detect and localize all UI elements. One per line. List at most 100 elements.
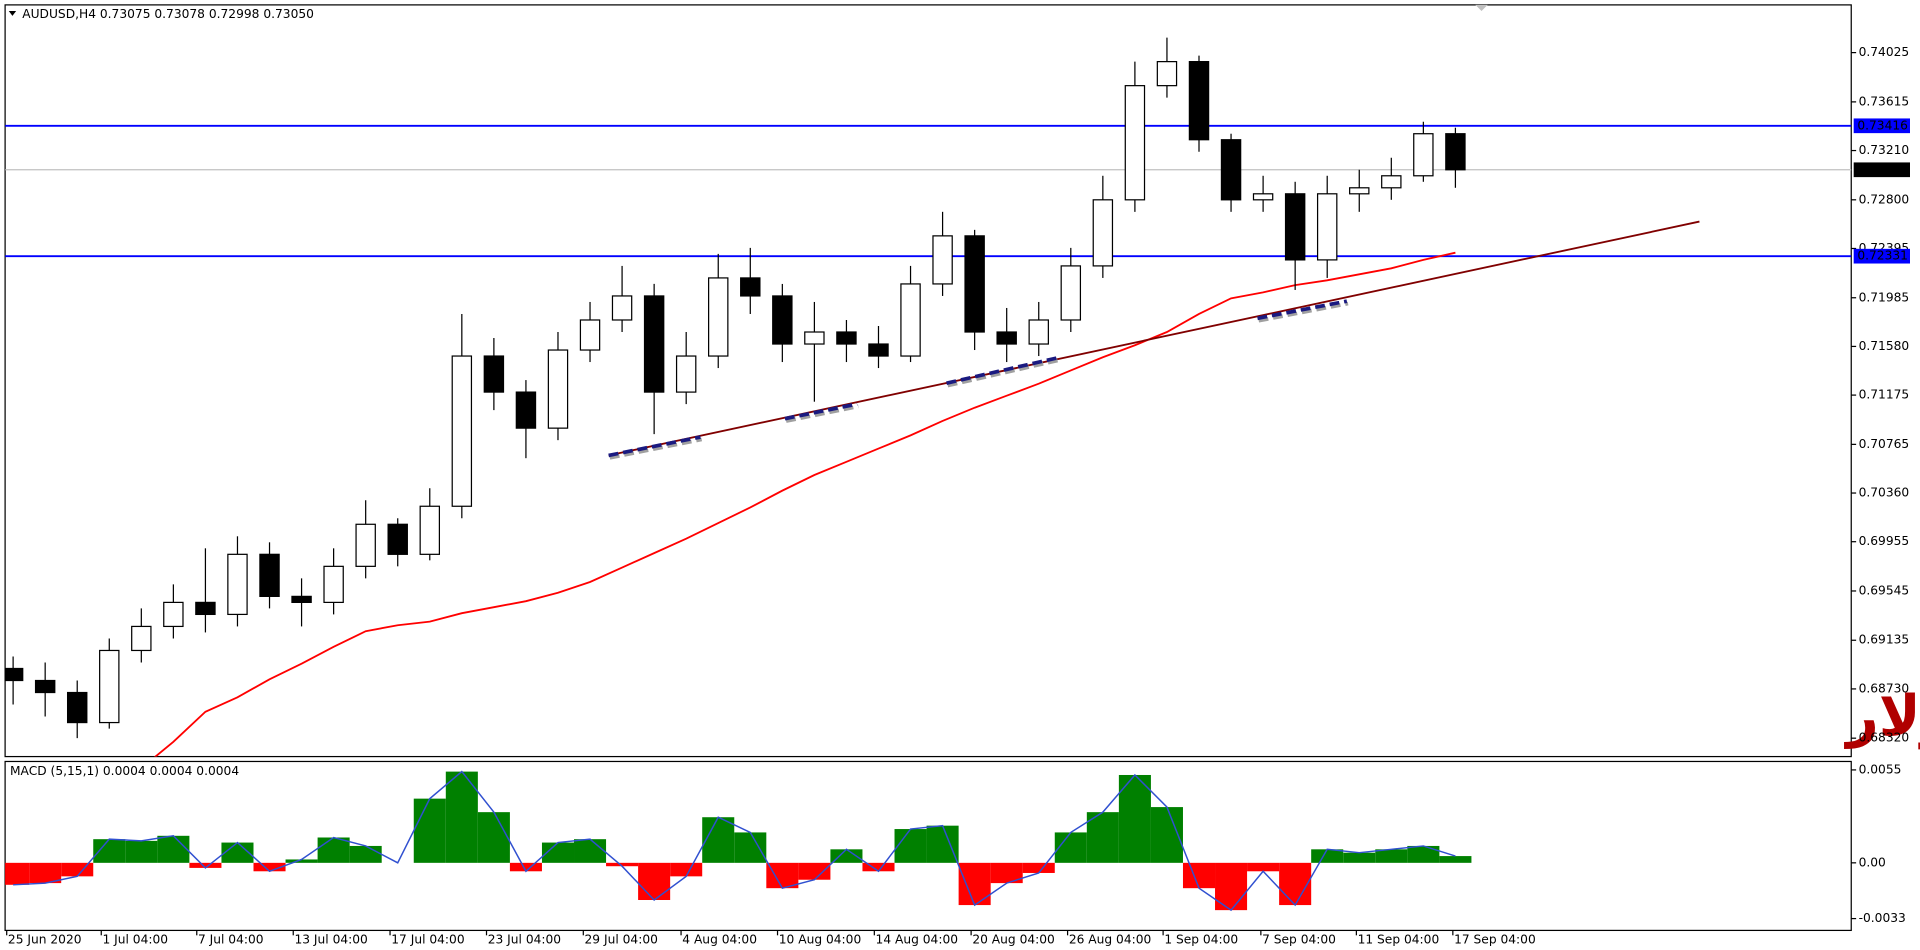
x-tick-label: 29 Jul 04:00 — [585, 933, 658, 947]
candle-body — [996, 331, 1017, 345]
macd-bar — [157, 835, 190, 863]
macd-title: MACD (5,15,1) 0.0004 0.0004 0.0004 — [10, 764, 239, 778]
macd-bar — [894, 829, 927, 863]
macd-bar — [349, 845, 382, 863]
main-panel — [4, 4, 1852, 758]
candle-body — [1381, 175, 1402, 189]
level-box — [1853, 248, 1910, 264]
candle-body — [99, 649, 120, 724]
candle-body — [708, 277, 729, 357]
y-tick-label: 0.69545 — [1859, 583, 1910, 597]
macd-bar — [1375, 849, 1408, 863]
y-tick-label: 0.68730 — [1859, 681, 1910, 695]
x-tick-label: 20 Aug 04:00 — [972, 933, 1055, 947]
candle-body — [291, 595, 312, 604]
support-dashes — [608, 299, 1348, 458]
x-tick-label: 7 Sep 04:00 — [1262, 933, 1336, 947]
y-tick-label: 0.69955 — [1859, 534, 1910, 548]
macd-bar — [1439, 856, 1472, 863]
y-tick-label: 0.72800 — [1859, 192, 1910, 206]
candle-body — [900, 283, 921, 357]
x-tick-label: 13 Jul 04:00 — [294, 933, 367, 947]
macd-bar — [702, 817, 735, 863]
candle-body — [66, 691, 88, 724]
macd-bar — [862, 862, 895, 872]
candle-body — [483, 355, 505, 393]
macd-bar — [285, 859, 318, 863]
candle-body — [643, 295, 665, 393]
macd-bar — [1022, 862, 1055, 873]
candle-body — [355, 523, 376, 567]
candle-body — [515, 391, 537, 429]
macd-bar — [477, 812, 510, 863]
macd-y-tick-label: 0.00 — [1859, 855, 1886, 869]
macd-bar — [253, 862, 286, 872]
x-tick-label: 26 Aug 04:00 — [1069, 933, 1151, 947]
annotations — [608, 220, 1700, 460]
macd-bar — [1311, 849, 1344, 863]
macd-bar — [1118, 774, 1151, 863]
macd-bar — [1086, 812, 1119, 863]
y-tick-label: 0.70360 — [1859, 486, 1910, 500]
macd-bar — [541, 842, 575, 863]
macd-bar — [445, 771, 478, 863]
level-label: 0.73416 — [1857, 118, 1908, 132]
candle-body — [1316, 193, 1338, 261]
macd-bar — [509, 862, 542, 872]
x-tick-label: 14 Aug 04:00 — [876, 933, 959, 947]
candle-body — [1156, 61, 1178, 87]
macd-bar — [317, 837, 350, 863]
macd-plot — [5, 770, 1472, 912]
candle-body — [1028, 319, 1049, 345]
macd-y-tick-label: -0.0033 — [1859, 911, 1906, 925]
macd-signal — [13, 770, 1456, 912]
level-label: 0.72331 — [1857, 249, 1908, 263]
menu-arrow[interactable] — [8, 11, 17, 16]
candle-body — [259, 553, 280, 597]
candle-body — [868, 343, 889, 357]
y-tick-label: 0.73210 — [1859, 143, 1910, 157]
candle-body — [195, 601, 216, 616]
macd-bar — [1407, 845, 1440, 863]
candle-body — [131, 625, 152, 652]
candle-body — [419, 505, 441, 555]
macd-bar — [61, 862, 94, 877]
candle-body — [772, 295, 793, 345]
candle-body — [547, 349, 569, 429]
candle-body — [1220, 139, 1242, 201]
y-tick-label: 0.69135 — [1859, 633, 1910, 647]
candle-body — [1349, 187, 1370, 195]
candle-body — [675, 355, 697, 393]
candle-body — [740, 277, 761, 297]
candle-body — [1413, 133, 1434, 177]
candle-body — [163, 601, 184, 628]
macd-bar — [5, 862, 30, 885]
support-shadow — [609, 301, 1349, 460]
macd-bar — [926, 825, 959, 863]
x-tick-label: 10 Aug 04:00 — [779, 933, 862, 947]
x-tick-label: 1 Jul 04:00 — [102, 933, 168, 947]
candle-body — [1092, 199, 1114, 267]
macd-bar — [1247, 862, 1280, 872]
candle-body — [34, 679, 56, 694]
y-tick-label: 0.71580 — [1859, 339, 1910, 353]
x-tick-label: 25 Jun 2020 — [8, 933, 82, 947]
macd-bar — [1343, 852, 1376, 863]
macd-bar — [638, 862, 671, 901]
x-tick-label: 7 Jul 04:00 — [198, 933, 264, 947]
candle-body — [611, 295, 633, 321]
last-price-label: 0.73050 — [1857, 162, 1908, 176]
candle-body — [964, 235, 985, 333]
x-tick-label: 17 Jul 04:00 — [391, 933, 464, 947]
candle-body — [1445, 133, 1466, 171]
macd-bar — [574, 839, 607, 863]
macd-bar — [766, 862, 799, 889]
candle-body — [932, 235, 953, 285]
x-tick-label: 17 Sep 04:00 — [1454, 933, 1536, 947]
candle-body — [1060, 265, 1082, 321]
x-tick-label: 1 Sep 04:00 — [1164, 933, 1238, 947]
candle-body — [1124, 85, 1146, 201]
candle-body — [5, 667, 24, 682]
candle-body — [836, 331, 857, 345]
